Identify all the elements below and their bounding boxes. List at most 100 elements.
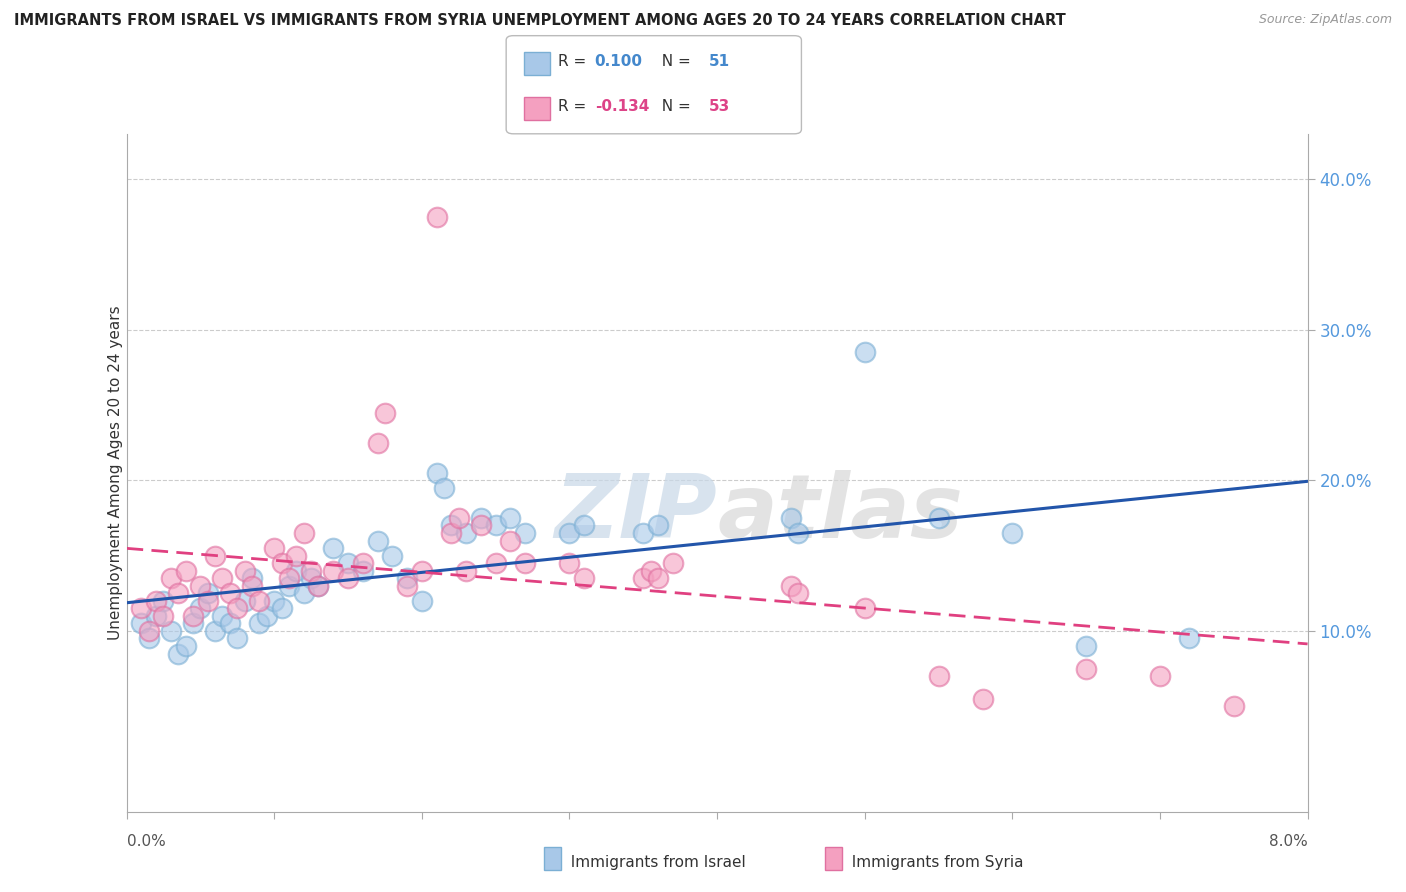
Point	[1001, 526, 1024, 541]
Point	[138, 632, 160, 646]
Point	[574, 571, 596, 585]
Text: IMMIGRANTS FROM ISRAEL VS IMMIGRANTS FROM SYRIA UNEMPLOYMENT AMONG AGES 20 TO 24: IMMIGRANTS FROM ISRAEL VS IMMIGRANTS FRO…	[14, 13, 1066, 29]
Text: -0.134: -0.134	[595, 99, 650, 114]
Point	[152, 594, 174, 608]
Point	[631, 526, 654, 541]
Point	[299, 564, 322, 578]
Text: 8.0%: 8.0%	[1268, 834, 1308, 849]
Point	[1178, 632, 1201, 646]
Point	[411, 564, 433, 578]
Point	[226, 601, 249, 615]
Point	[396, 571, 419, 585]
Point	[307, 579, 329, 593]
Point	[292, 526, 315, 541]
Point	[129, 601, 153, 615]
Point	[425, 466, 447, 480]
Point	[247, 616, 270, 631]
Text: R =: R =	[558, 99, 592, 114]
Point	[499, 511, 522, 525]
Point	[167, 647, 190, 661]
Point	[240, 579, 263, 593]
Point	[167, 586, 190, 600]
Point	[640, 564, 662, 578]
Point	[515, 556, 537, 570]
Point	[558, 526, 581, 541]
Point	[174, 564, 197, 578]
Point	[381, 549, 404, 563]
Point	[499, 533, 522, 548]
Point	[174, 639, 197, 653]
Text: Immigrants from Israel: Immigrants from Israel	[561, 855, 745, 870]
Point	[240, 571, 263, 585]
Point	[159, 571, 183, 585]
Text: ZIP: ZIP	[554, 470, 717, 557]
Point	[322, 564, 344, 578]
Text: R =: R =	[558, 54, 592, 69]
Point	[470, 511, 492, 525]
Point	[285, 564, 308, 578]
Point	[145, 608, 167, 623]
Point	[204, 624, 226, 638]
Point	[454, 564, 477, 578]
Point	[779, 511, 801, 525]
Point	[647, 571, 669, 585]
Point	[285, 549, 308, 563]
Point	[647, 518, 669, 533]
Point	[779, 579, 801, 593]
Point	[433, 481, 456, 495]
Point	[159, 624, 183, 638]
Point	[233, 564, 256, 578]
Point	[197, 586, 219, 600]
Point	[515, 526, 537, 541]
Point	[787, 586, 810, 600]
Point	[631, 571, 654, 585]
Point	[322, 541, 344, 555]
Point	[787, 526, 810, 541]
Point	[233, 594, 256, 608]
Point	[366, 435, 388, 450]
Point	[1076, 662, 1098, 676]
Point	[928, 511, 950, 525]
Point	[211, 571, 233, 585]
Point	[352, 564, 374, 578]
Point	[307, 579, 329, 593]
Point	[138, 624, 160, 638]
Point	[218, 616, 242, 631]
Point	[574, 518, 596, 533]
Text: 0.0%: 0.0%	[127, 834, 166, 849]
Point	[558, 556, 581, 570]
Point	[396, 579, 419, 593]
Text: atlas: atlas	[717, 470, 963, 557]
Point	[470, 518, 492, 533]
Point	[256, 608, 278, 623]
Y-axis label: Unemployment Among Ages 20 to 24 years: Unemployment Among Ages 20 to 24 years	[108, 305, 122, 640]
Point	[247, 594, 270, 608]
Point	[425, 210, 447, 224]
Text: N =: N =	[652, 54, 696, 69]
Point	[1149, 669, 1171, 683]
Point	[145, 594, 167, 608]
Point	[440, 526, 463, 541]
Point	[181, 616, 204, 631]
Point	[853, 345, 876, 359]
Point	[374, 405, 396, 419]
Text: 0.100: 0.100	[595, 54, 643, 69]
Point	[447, 511, 470, 525]
Point	[263, 594, 285, 608]
Point	[484, 556, 508, 570]
Point	[972, 691, 994, 706]
Point	[440, 518, 463, 533]
Point	[270, 556, 292, 570]
Point	[661, 556, 683, 570]
Point	[278, 571, 301, 585]
Point	[278, 579, 301, 593]
Point	[337, 556, 360, 570]
Point	[1222, 699, 1246, 714]
Point	[188, 579, 211, 593]
Point	[337, 571, 360, 585]
Text: Immigrants from Syria: Immigrants from Syria	[842, 855, 1024, 870]
Point	[197, 594, 219, 608]
Point	[263, 541, 285, 555]
Point	[204, 549, 226, 563]
Point	[1076, 639, 1098, 653]
